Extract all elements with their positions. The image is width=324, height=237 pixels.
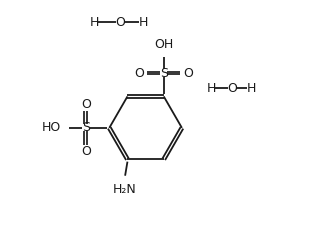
Text: HO: HO — [42, 121, 61, 134]
Text: H: H — [139, 16, 148, 29]
Text: S: S — [160, 67, 168, 79]
Text: O: O — [115, 16, 125, 29]
Text: S: S — [82, 121, 90, 134]
Text: H: H — [246, 82, 256, 95]
Text: H: H — [89, 16, 99, 29]
Text: O: O — [134, 67, 144, 79]
Text: O: O — [81, 145, 91, 158]
Text: H₂N: H₂N — [113, 183, 137, 196]
Text: OH: OH — [154, 38, 173, 51]
Text: H: H — [206, 82, 216, 95]
Text: O: O — [81, 98, 91, 111]
Text: O: O — [227, 82, 237, 95]
Text: O: O — [183, 67, 193, 79]
